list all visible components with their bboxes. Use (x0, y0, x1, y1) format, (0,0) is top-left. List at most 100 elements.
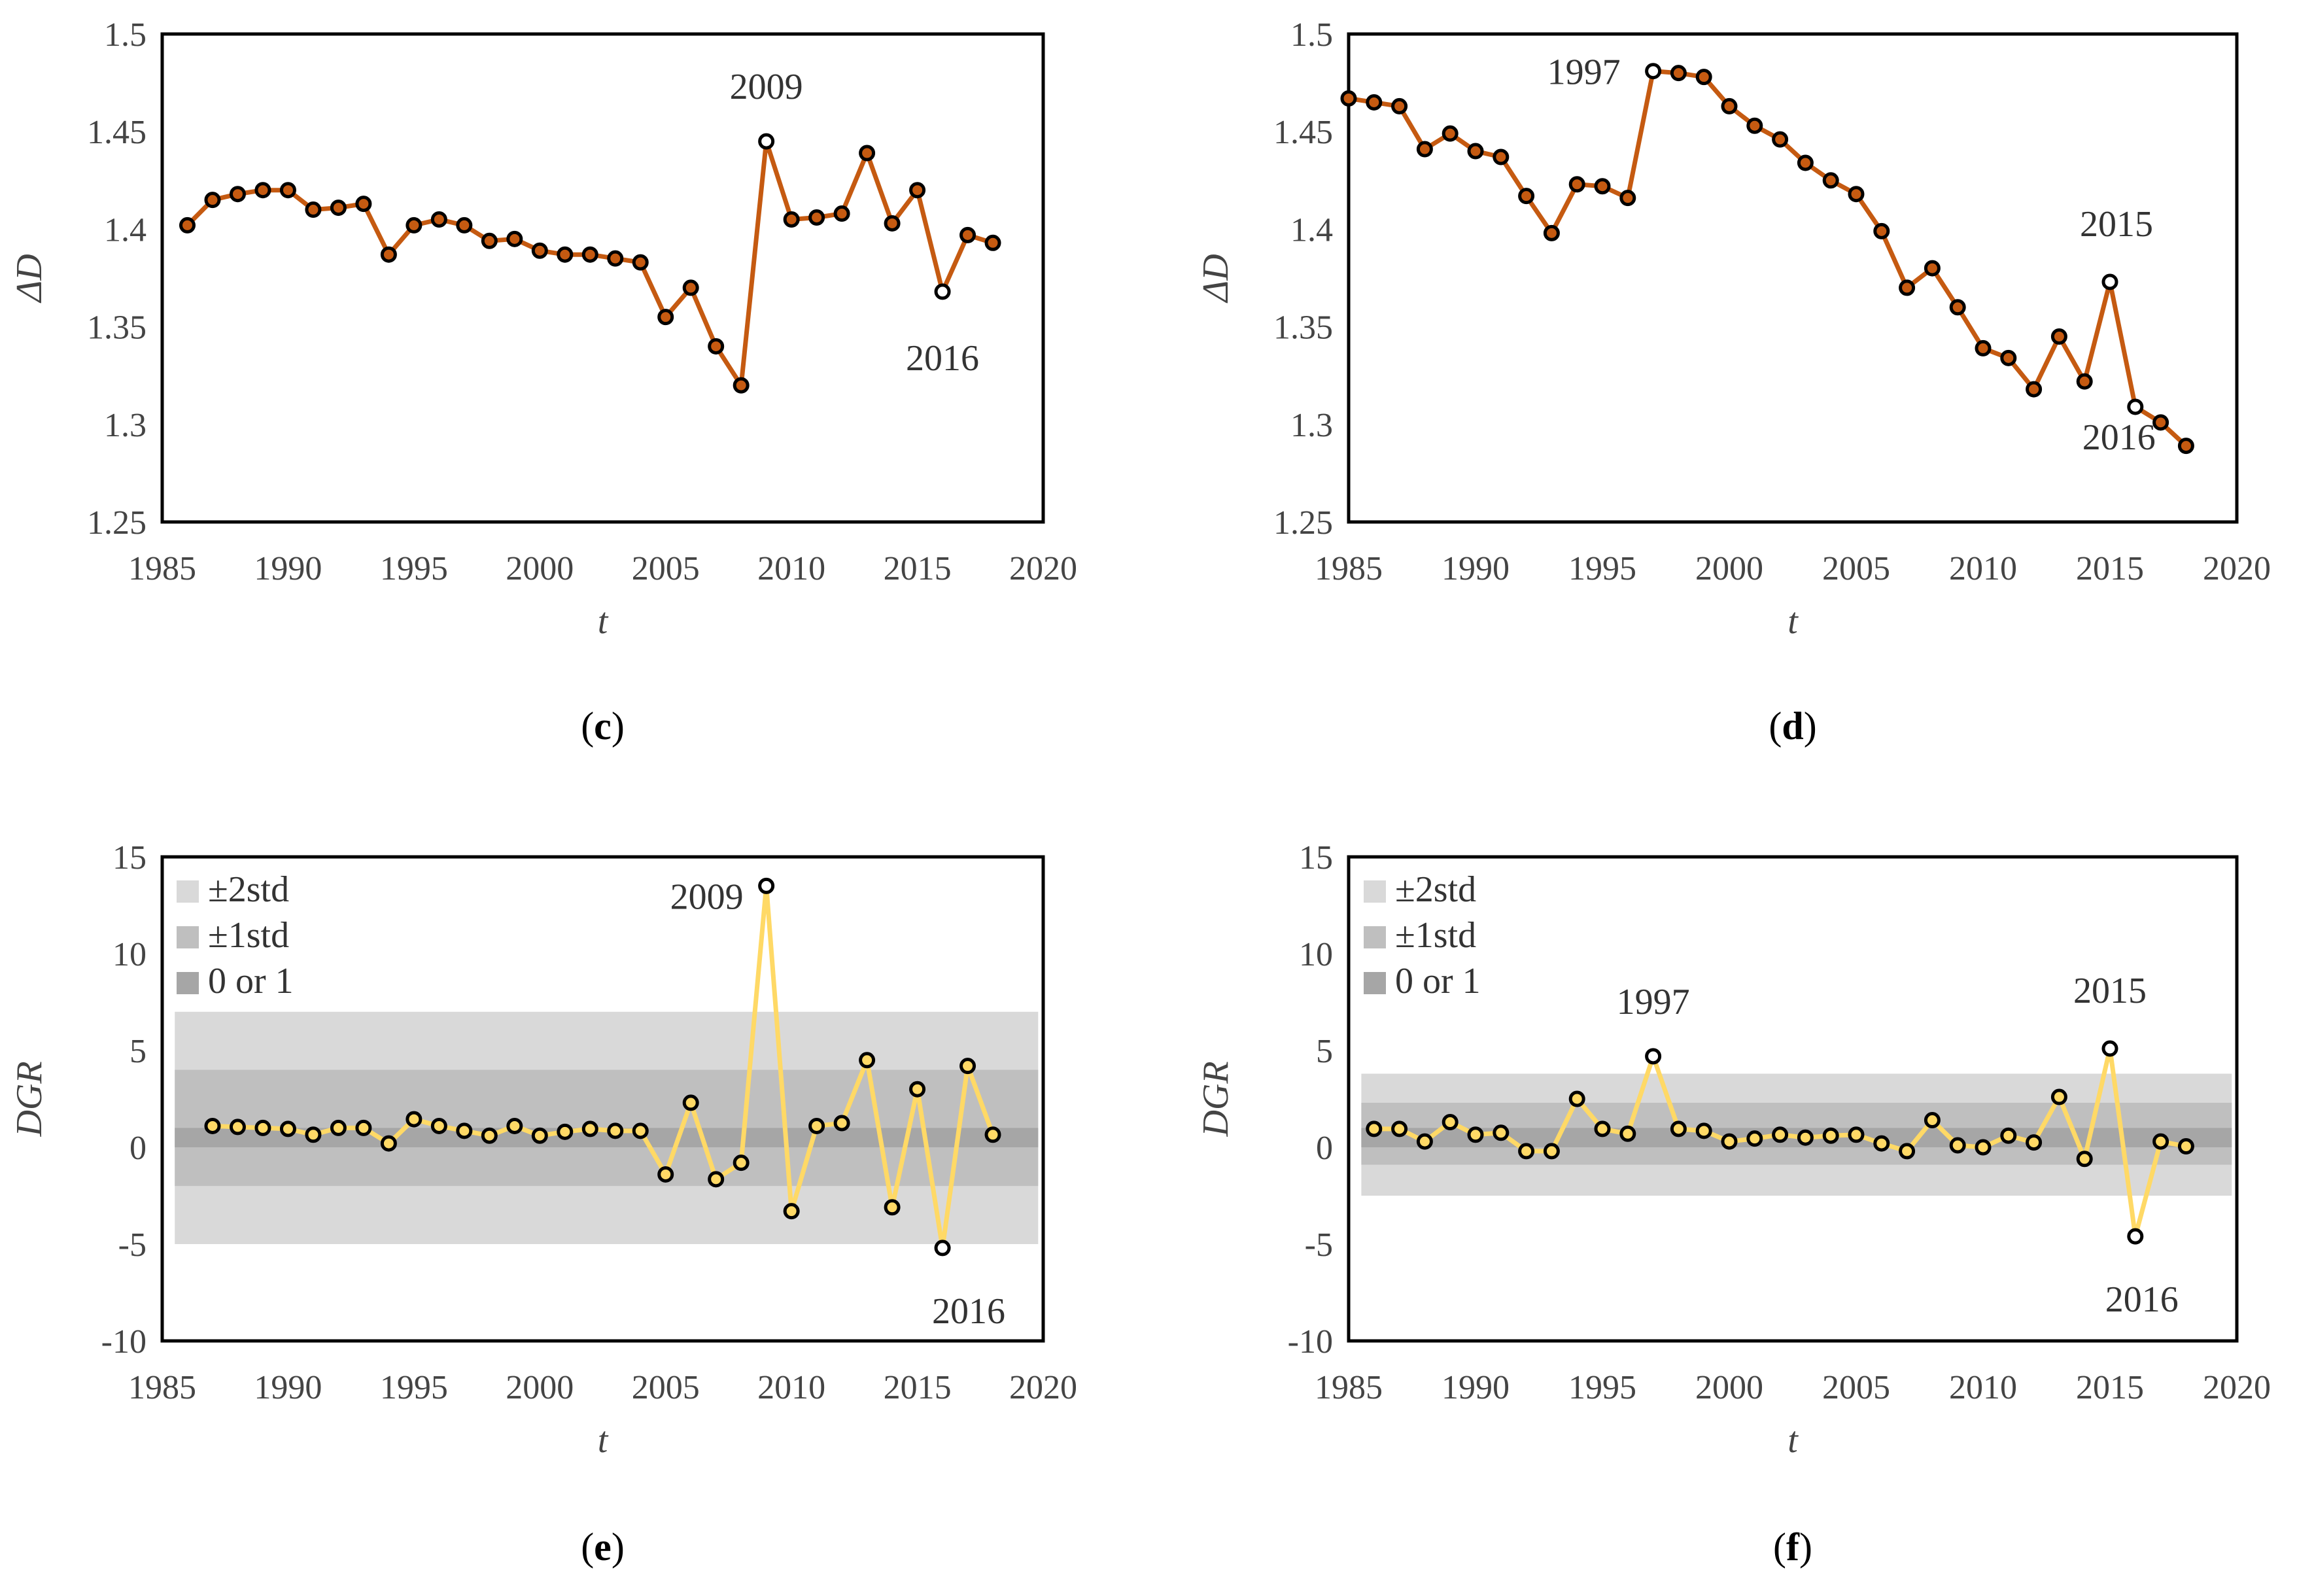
data-point (254, 182, 271, 199)
x-tick-label: 2000 (1695, 550, 1763, 587)
data-point (2177, 438, 2194, 455)
data-point (1848, 186, 1865, 203)
legend-swatch (1364, 972, 1386, 994)
chart-e: ±2std ±1std 0 or 1 1985 1990 1995 2000 2005 2010… (9, 839, 1077, 1569)
x-tick-label: 1990 (1442, 550, 1510, 587)
legend-label: ±1std (208, 915, 289, 956)
data-point (2152, 414, 2169, 431)
data-point (279, 1120, 296, 1137)
data-point (1467, 1126, 1484, 1143)
x-tick-label: 2005 (1822, 1369, 1890, 1406)
data-point (607, 250, 624, 267)
data-point (456, 217, 473, 234)
y-tick-label: 1.3 (1290, 407, 1333, 444)
x-tick-label: 1995 (380, 550, 448, 587)
x-tick-label: 1985 (1315, 1369, 1383, 1406)
y-tick-label: 10 (112, 936, 147, 973)
data-point (657, 309, 674, 326)
data-point (2050, 1088, 2067, 1105)
y-tick-label: 1.35 (87, 309, 147, 347)
data-point (1619, 190, 1636, 207)
data-point (430, 1117, 447, 1134)
data-point (1797, 154, 1814, 171)
data-point (1949, 299, 1966, 316)
data-point (934, 1240, 951, 1257)
x-tick-label: 1995 (1568, 1369, 1636, 1406)
data-point (984, 1126, 1001, 1143)
y-tick-label: -5 (118, 1226, 147, 1264)
data-point (1543, 1143, 1560, 1160)
y-axis-label: DGR (1196, 1061, 1236, 1137)
y-tick-label: 1.5 (104, 16, 147, 54)
data-point (1695, 69, 1712, 86)
series-line (1348, 69, 2188, 448)
data-point (1416, 1133, 1433, 1150)
y-tick-label: 15 (112, 839, 147, 876)
data-point (380, 246, 397, 263)
data-point (581, 246, 598, 263)
panel-caption: (e) (581, 1525, 625, 1569)
data-point (1594, 1120, 1611, 1137)
data-point (380, 1135, 397, 1152)
x-axis-label: t (598, 601, 609, 642)
data-point (355, 1119, 372, 1136)
data-point (2000, 349, 2017, 366)
legend-label: ±1std (1395, 915, 1476, 956)
data-point (355, 196, 372, 213)
data-point (557, 1123, 574, 1140)
data-point (1416, 141, 1433, 158)
legend-label: 0 or 1 (1395, 961, 1481, 1001)
data-point (406, 217, 423, 234)
y-tick-label: -5 (1305, 1226, 1333, 1264)
annotation-2016: 2016 (2105, 1279, 2179, 1320)
x-tick-label: 1990 (254, 550, 322, 587)
data-point (581, 1120, 598, 1137)
y-tick-label: 1.5 (1290, 16, 1333, 54)
panel-caption: (d) (1769, 704, 1816, 748)
data-point (783, 211, 800, 228)
y-tick-label: 1.45 (87, 114, 147, 151)
data-point (1822, 172, 1839, 189)
legend-swatch (177, 880, 199, 903)
x-tick-label: 2010 (757, 550, 825, 587)
chart-c: 1985 1990 1995 2000 2005 2010 2015 2020 1.25 1.3 1… (9, 16, 1077, 748)
data-point (557, 246, 574, 263)
data-point (1797, 1129, 1814, 1146)
data-point (2076, 373, 2093, 390)
data-point (1645, 1048, 1662, 1065)
data-point (1721, 1133, 1738, 1150)
annotation-2016: 2016 (932, 1291, 1005, 1332)
data-point (884, 215, 901, 232)
x-tick-label: 2000 (506, 550, 574, 587)
data-point (1924, 260, 1941, 277)
data-point (2026, 1134, 2043, 1151)
data-point (1594, 178, 1611, 195)
y-tick-label: -10 (101, 1323, 147, 1361)
legend-label: 0 or 1 (208, 961, 294, 1001)
legend-swatch (1364, 926, 1386, 948)
x-axis-label: t (1788, 601, 1799, 642)
annotation-2016: 2016 (2082, 417, 2156, 458)
legend-swatch (177, 926, 199, 948)
data-point (204, 1117, 221, 1134)
data-point (531, 242, 548, 259)
legend-swatch (1364, 880, 1386, 903)
x-tick-label: 2000 (506, 1369, 574, 1406)
data-point (456, 1122, 473, 1139)
data-point (1873, 1135, 1890, 1152)
data-point (1568, 1090, 1585, 1107)
data-point (682, 1094, 699, 1111)
x-tick-label: 1995 (380, 1369, 448, 1406)
data-point (733, 377, 750, 394)
data-point (884, 1199, 901, 1216)
y-tick-label: -10 (1288, 1323, 1333, 1361)
data-point (909, 182, 926, 199)
data-point (430, 211, 447, 228)
data-point (607, 1122, 624, 1139)
plot-area-frame (1347, 32, 2239, 524)
data-point (708, 338, 725, 355)
data-point (909, 1081, 926, 1098)
data-point (481, 232, 498, 249)
data-point (204, 192, 221, 209)
data-point (406, 1111, 423, 1128)
